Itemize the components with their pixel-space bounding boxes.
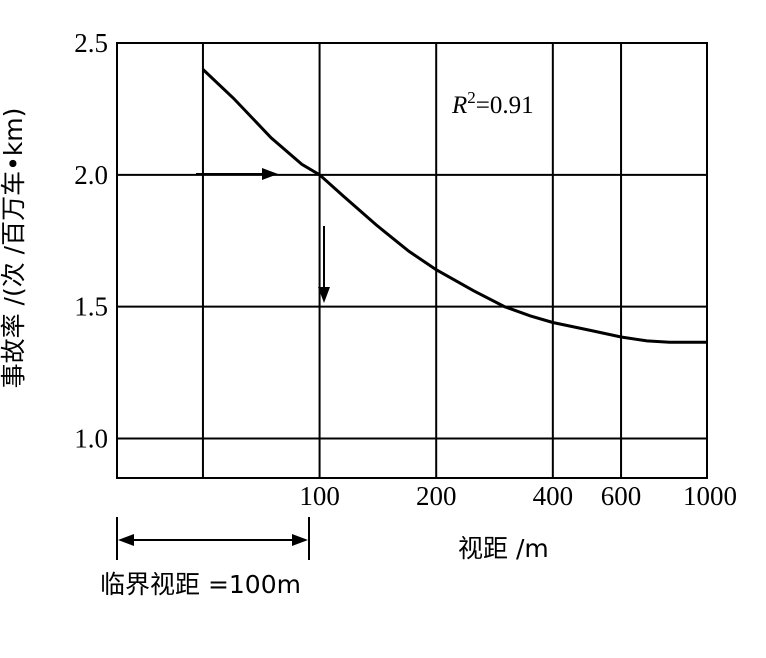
y-tick-label: 1.5 [74,292,108,322]
x-axis-tick-labels: 100 200 400 600 1000 [299,481,737,511]
vertical-arrow [318,226,330,303]
x-tick-label: 200 [416,481,457,511]
x-tick-label: 100 [299,481,340,511]
plot-area-frame [116,42,708,479]
r-squared-label: R2=0.91 [451,88,534,119]
y-tick-label: 2.5 [74,28,108,58]
x-axis-label: 视距 /m [458,534,549,563]
x-tick-label: 400 [533,481,574,511]
critical-distance-bracket [116,517,310,560]
critical-distance-label: 临界视距 =100m [100,570,301,599]
y-axis-tick-labels: 1.0 1.5 2.0 2.5 [74,28,108,453]
grid-lines [117,42,708,478]
y-axis-label: 事故率 /(次 /百万车•km) [0,108,28,389]
horizontal-arrow [196,168,278,180]
x-tick-label: 600 [601,481,642,511]
accident-rate-curve [201,68,707,344]
y-tick-label: 2.0 [74,160,108,190]
y-tick-label: 1.0 [74,423,108,453]
x-tick-label: 1000 [683,481,737,511]
